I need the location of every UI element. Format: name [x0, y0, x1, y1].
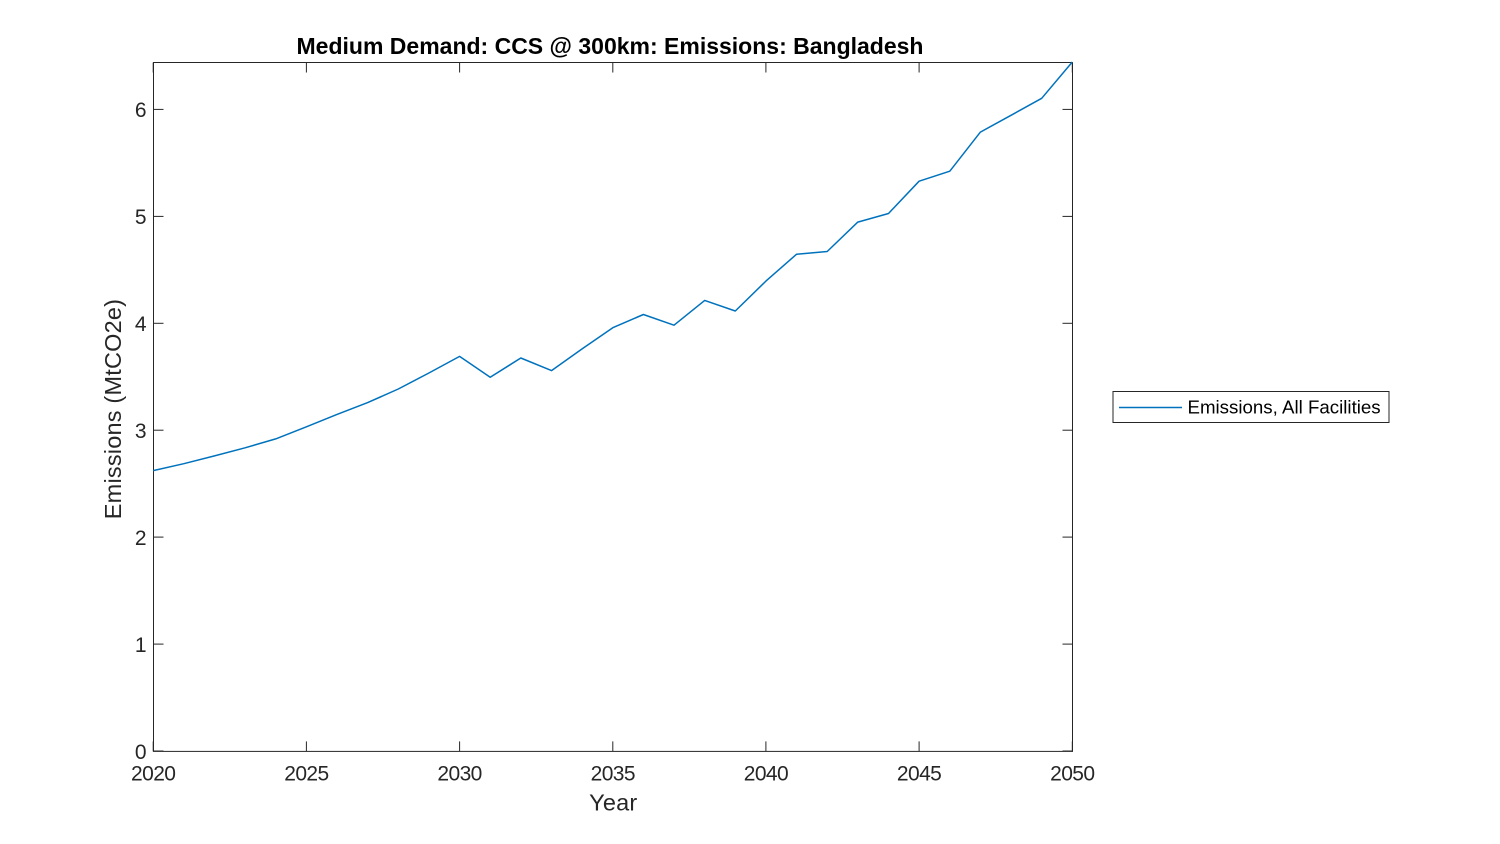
svg-text:Emissions (MtCO2e): Emissions (MtCO2e)	[100, 299, 126, 519]
svg-text:Emissions, All Facilities: Emissions, All Facilities	[1188, 397, 1381, 418]
svg-text:5: 5	[135, 206, 146, 229]
svg-text:0: 0	[135, 741, 146, 764]
svg-text:2045: 2045	[897, 763, 941, 786]
svg-text:2040: 2040	[744, 763, 788, 786]
svg-text:2025: 2025	[284, 763, 328, 786]
svg-text:Year: Year	[589, 790, 637, 816]
svg-text:4: 4	[135, 313, 147, 336]
svg-text:1: 1	[135, 634, 146, 657]
svg-text:2030: 2030	[437, 763, 481, 786]
svg-text:2020: 2020	[131, 763, 175, 786]
svg-text:3: 3	[135, 420, 146, 443]
svg-text:2: 2	[135, 527, 146, 550]
svg-text:6: 6	[135, 99, 146, 122]
svg-text:Medium Demand: CCS @ 300km: Em: Medium Demand: CCS @ 300km: Emissions: B…	[297, 33, 924, 59]
svg-text:2050: 2050	[1050, 763, 1094, 786]
svg-text:2035: 2035	[591, 763, 635, 786]
